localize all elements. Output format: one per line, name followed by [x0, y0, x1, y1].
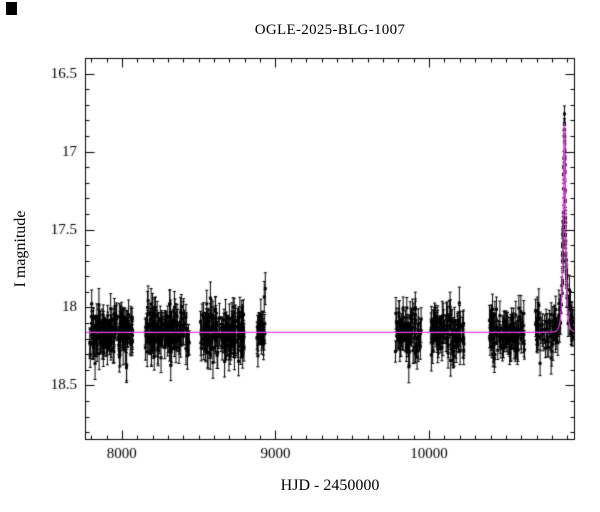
x-axis-label: HJD - 2450000 [280, 477, 380, 494]
cursor-artifact [6, 2, 17, 15]
y-axis-label: I magnitude [12, 210, 29, 288]
chart-title: OGLE-2025-BLG-1007 [254, 22, 406, 38]
